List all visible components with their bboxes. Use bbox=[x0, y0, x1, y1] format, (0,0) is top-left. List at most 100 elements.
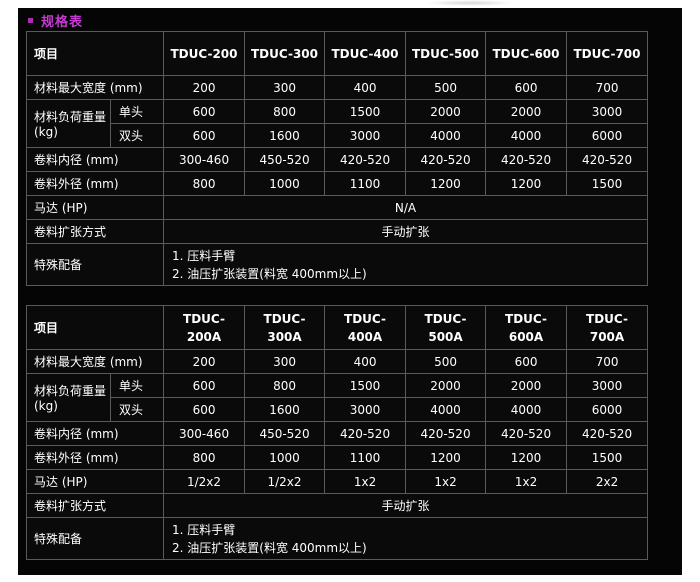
table-cell: 1/2x2 bbox=[244, 469, 326, 494]
table-cell: 手动扩张 bbox=[163, 219, 649, 244]
model-prefix: TDUC- bbox=[586, 311, 628, 326]
table-cell: 2000 bbox=[405, 99, 487, 124]
table-cell: 400 bbox=[324, 349, 407, 374]
row-label: 材料最大宽度 (mm) bbox=[25, 349, 165, 374]
sub-label: 双头 bbox=[109, 397, 165, 422]
table-cell: 1200 bbox=[405, 445, 487, 470]
table-cell: 300-460 bbox=[163, 147, 246, 172]
table-cell: 420-520 bbox=[405, 421, 487, 446]
item-header: 项目 bbox=[25, 31, 165, 76]
table-cell: 420-520 bbox=[485, 421, 568, 446]
table-cell: 1500 bbox=[324, 99, 407, 124]
notes-cell: 1. 压料手臂 2. 油压扩张装置(料宽 400mm以上) bbox=[163, 243, 649, 286]
table-cell: 450-520 bbox=[244, 147, 326, 172]
table-cell: 6000 bbox=[566, 123, 649, 148]
table-cell: 420-520 bbox=[566, 421, 649, 446]
model-prefix: TDUC- bbox=[183, 311, 225, 326]
model-suffix: 400A bbox=[347, 329, 383, 344]
model-header: TDUC- 600A bbox=[485, 305, 568, 350]
table-cell: 420-520 bbox=[566, 147, 649, 172]
note-item: 1. 压料手臂 bbox=[172, 522, 236, 537]
model-header: TDUC- 200A bbox=[163, 305, 246, 350]
table-cell: 500 bbox=[405, 349, 487, 374]
table-cell: 450-520 bbox=[244, 421, 326, 446]
table-cell: 800 bbox=[244, 373, 326, 398]
sub-label: 双头 bbox=[109, 123, 165, 148]
model-header: TDUC- 400A bbox=[324, 305, 407, 350]
table-cell: 1500 bbox=[324, 373, 407, 398]
row-label: 材料负荷重量 (kg) bbox=[26, 99, 111, 148]
table-cell: 420-520 bbox=[324, 147, 407, 172]
table-cell: 300 bbox=[244, 349, 326, 374]
load-label: 材料负荷重量 bbox=[34, 384, 107, 398]
model-header: TDUC-200 bbox=[163, 31, 246, 76]
table-row: 特殊配备 1. 压料手臂 2. 油压扩张装置(料宽 400mm以上) bbox=[25, 517, 649, 560]
note-item: 1. 压料手臂 bbox=[172, 248, 236, 263]
model-suffix: 600A bbox=[508, 329, 544, 344]
row-label: 马达 (HP) bbox=[25, 195, 165, 220]
table-cell: 2000 bbox=[485, 99, 568, 124]
model-prefix: TDUC- bbox=[424, 311, 467, 326]
table-cell: 1200 bbox=[485, 171, 568, 196]
notes-cell: 1. 压料手臂 2. 油压扩张装置(料宽 400mm以上) bbox=[163, 517, 649, 560]
table-cell: 1000 bbox=[244, 445, 326, 470]
table-cell: 1600 bbox=[244, 123, 326, 148]
table-header-row: 项目 TDUC- 200A TDUC- 300A TDUC- 400A TDUC- 50… bbox=[25, 305, 649, 350]
table-cell: 1200 bbox=[485, 445, 568, 470]
note-item: 2. 油压扩张装置(料宽 400mm以上) bbox=[172, 540, 367, 555]
table-cell: 420-520 bbox=[485, 147, 568, 172]
table-cell: 3000 bbox=[566, 99, 649, 124]
table-cell: 800 bbox=[163, 171, 246, 196]
row-label: 卷料内径 (mm) bbox=[25, 147, 165, 172]
heading-title: 规格表 bbox=[41, 14, 84, 30]
table-cell: 400 bbox=[324, 75, 407, 100]
table-cell: 3000 bbox=[324, 397, 407, 422]
item-header: 项目 bbox=[25, 305, 165, 350]
square-bullet-icon bbox=[28, 17, 33, 23]
table-cell: N/A bbox=[163, 195, 649, 220]
model-header: TDUC-400 bbox=[324, 31, 407, 76]
table-cell: 1x2 bbox=[405, 469, 487, 494]
table-row: 卷料扩张方式 手动扩张 bbox=[25, 219, 649, 244]
model-header: TDUC-600 bbox=[485, 31, 568, 76]
model-prefix: TDUC- bbox=[344, 311, 386, 326]
table-cell: 600 bbox=[163, 373, 246, 398]
table-row: 双头 600 1600 3000 4000 4000 6000 bbox=[27, 123, 649, 148]
table-row: 马达 (HP) 1/2x2 1/2x2 1x2 1x2 1x2 2x2 bbox=[25, 469, 649, 494]
sub-label: 单头 bbox=[109, 99, 165, 124]
row-label: 卷料扩张方式 bbox=[25, 493, 165, 518]
table-cell: 300-460 bbox=[163, 421, 246, 446]
table-cell: 1100 bbox=[324, 445, 407, 470]
table-row: 卷料扩张方式 手动扩张 bbox=[25, 493, 649, 518]
model-suffix: 700A bbox=[589, 329, 625, 344]
load-unit: (kg) bbox=[34, 125, 58, 139]
table-cell: 4000 bbox=[405, 397, 487, 422]
row-label: 卷料外径 (mm) bbox=[25, 171, 165, 196]
table-cell: 1500 bbox=[566, 445, 649, 470]
table-cell: 1100 bbox=[324, 171, 407, 196]
table-row: 材料负荷重量 (kg) 单头 600 800 1500 2000 2000 30… bbox=[26, 373, 649, 422]
table-cell: 600 bbox=[163, 397, 246, 422]
table-cell: 4000 bbox=[405, 123, 487, 148]
table-cell: 420-520 bbox=[324, 421, 407, 446]
section-heading: 规格表 bbox=[28, 10, 83, 30]
table-row: 卷料外径 (mm) 800 1000 1100 1200 1200 1500 bbox=[25, 171, 649, 196]
table-row: 材料最大宽度 (mm) 200 300 400 500 600 700 bbox=[25, 349, 649, 374]
table-cell: 3000 bbox=[566, 373, 649, 398]
table-cell: 1x2 bbox=[485, 469, 568, 494]
model-prefix: TDUC- bbox=[263, 311, 306, 326]
row-label: 卷料内径 (mm) bbox=[25, 421, 165, 446]
table-cell: 4000 bbox=[485, 397, 568, 422]
model-header: TDUC- 700A bbox=[566, 305, 649, 350]
table-row: 特殊配备 1. 压料手臂 2. 油压扩张装置(料宽 400mm以上) bbox=[25, 243, 649, 286]
table-cell: 1200 bbox=[405, 171, 487, 196]
table-cell: 1500 bbox=[566, 171, 649, 196]
row-label: 卷料扩张方式 bbox=[25, 219, 165, 244]
table-cell: 600 bbox=[485, 349, 568, 374]
table-cell: 800 bbox=[163, 445, 246, 470]
table-row: 材料负荷重量 (kg) 单头 600 800 1500 2000 2000 30… bbox=[26, 99, 649, 148]
table-cell: 200 bbox=[163, 349, 246, 374]
model-suffix: 300A bbox=[267, 329, 302, 344]
table-cell: 500 bbox=[405, 75, 487, 100]
top-decoration bbox=[425, 0, 515, 6]
